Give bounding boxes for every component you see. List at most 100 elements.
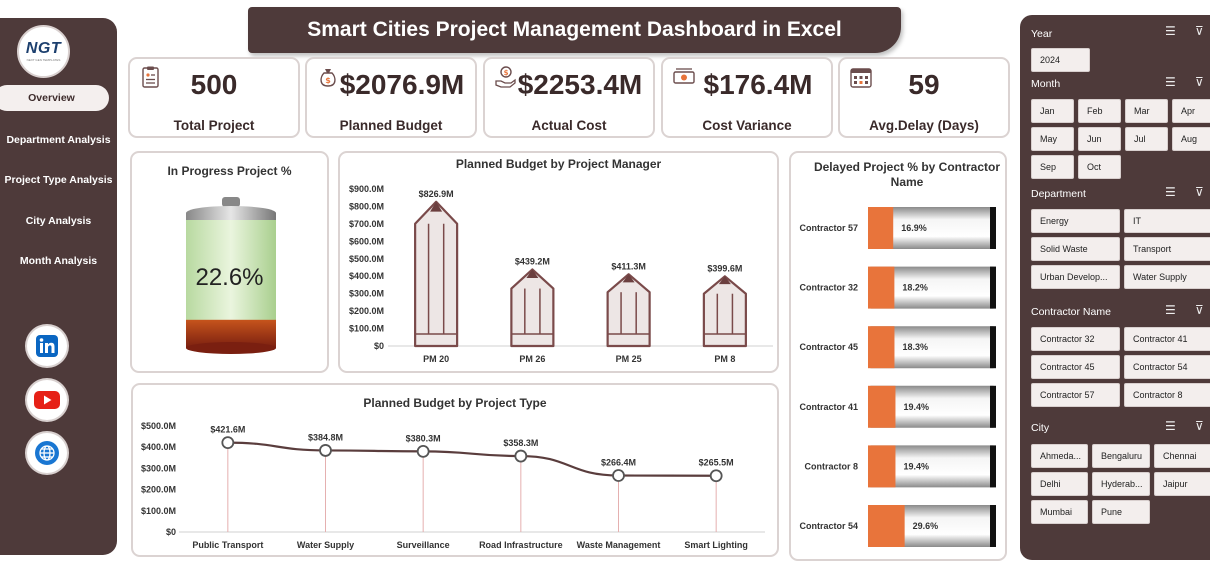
contractor-label: Contractor 54 [799,521,858,531]
multi-select-icon[interactable]: ☰ [1165,24,1176,38]
slicer-contractor-item[interactable]: Contractor 54 [1124,355,1210,379]
data-label: $380.3M [406,433,441,443]
y-tick-label: $300.0M [141,463,176,473]
bar-track [868,266,996,309]
slicer-month-item[interactable]: Apr [1172,99,1210,123]
budget-by-type-panel: Planned Budget by Project Type $0 $100.0M… [131,383,779,557]
data-label: $384.8M [308,432,343,442]
slicer-city-item[interactable]: Mumbai [1031,500,1088,524]
slicer-month-item[interactable]: Jan [1031,99,1074,123]
clipboard-icon [142,66,159,88]
calendar-icon [850,68,872,88]
data-label: 19.4% [903,402,929,412]
data-label: 18.2% [902,283,928,293]
x-tick-label: PM 26 [519,354,545,364]
nav-month-analysis[interactable]: Month Analysis [19,255,98,267]
youtube-button[interactable] [27,380,67,420]
slicer-city-item[interactable]: Ahmeda... [1031,444,1088,468]
kpi-label: Total Project [173,118,255,133]
nav-department-analysis[interactable]: Department Analysis [6,134,111,146]
multi-select-icon[interactable]: ☰ [1165,185,1176,199]
pencil-body [510,268,555,348]
slicer-department-item[interactable]: Water Supply [1124,265,1210,289]
multi-select-icon[interactable]: ☰ [1165,419,1176,433]
slicer-contractor-item[interactable]: Contractor 8 [1124,383,1210,407]
battery-cap [186,213,276,220]
slicer-month-item[interactable]: Aug [1172,127,1210,151]
x-tick-label: PM 20 [423,354,449,364]
kpi-value: $2253.4M [517,69,643,100]
data-label: $421.6M [210,425,245,435]
nav-overview[interactable]: Overview [0,85,109,111]
data-label: $358.3M [503,438,538,448]
slicer-year-item[interactable]: 2024 [1031,48,1090,72]
y-tick-label: $700.0M [349,219,384,229]
battery-bottom [186,342,276,354]
kpi-label: Planned Budget [339,118,443,133]
slicer-department-item[interactable]: Solid Waste [1031,237,1120,261]
slicer-city-item[interactable]: Jaipur [1154,472,1210,496]
multi-select-icon[interactable]: ☰ [1165,303,1176,317]
bar [414,200,459,348]
clear-filter-icon[interactable]: ⊽ [1195,185,1204,199]
slicer-department-item[interactable]: IT [1124,209,1210,233]
slicer-city-item[interactable]: Delhi [1031,472,1088,496]
slicer-month-item[interactable]: Sep [1031,155,1074,179]
slicer-city-item[interactable]: Bengaluru [1092,444,1150,468]
y-tick-label: $800.0M [349,201,384,211]
slicer-city-item[interactable]: Chennai [1154,444,1210,468]
pencil-tip [526,269,539,279]
bar-track-end [990,445,996,488]
in-progress-title: In Progress Project % [167,164,292,178]
pencil-tip [718,276,731,285]
slicer-month-item[interactable]: Oct [1078,155,1121,179]
slicer-contractor-item[interactable]: Contractor 45 [1031,355,1120,379]
kpi-total-project: 500 Total Project [128,57,300,138]
clear-filter-icon[interactable]: ⊽ [1195,75,1204,89]
slicer-contractor-item[interactable]: Contractor 57 [1031,383,1120,407]
clear-filter-icon[interactable]: ⊽ [1195,24,1204,38]
contractor-label: Contractor 32 [799,283,858,293]
slicer-month-item[interactable]: Feb [1078,99,1121,123]
y-tick-label: $400.0M [141,442,176,452]
slicer-month-item[interactable]: Jun [1078,127,1121,151]
pencil-body [702,275,747,348]
dashboard-title: Smart Cities Project Management Dashboar… [248,7,901,53]
nav-city-analysis[interactable]: City Analysis [25,215,92,227]
slicer-month-item[interactable]: Mar [1125,99,1168,123]
slicer-department-item[interactable]: Energy [1031,209,1120,233]
slicer-department-item[interactable]: Transport [1124,237,1210,261]
contractor-label: Contractor 45 [799,342,858,352]
slicer-department-item[interactable]: Urban Develop... [1031,265,1120,289]
svg-text:$: $ [325,76,331,85]
nav-project-type-analysis[interactable]: Project Type Analysis [4,174,113,186]
bar [702,275,747,348]
slicer-contractor-item[interactable]: Contractor 41 [1124,327,1210,351]
slicer-city-item[interactable]: Pune [1092,500,1150,524]
slicer-contractor-item[interactable]: Contractor 32 [1031,327,1120,351]
slicer-city-item[interactable]: Hyderab... [1092,472,1150,496]
multi-select-icon[interactable]: ☰ [1165,75,1176,89]
slicer-city-title: City [1031,422,1050,434]
bar [868,326,895,369]
bar [868,445,896,488]
slicer-panel: Year ☰ ⊽ 2024 Month ☰ ⊽ Jan Feb Mar Apr … [1020,15,1210,560]
bar [606,273,651,348]
pencil-body [414,200,459,348]
cash-icon [673,68,695,84]
slicer-year-title: Year [1031,28,1053,40]
linkedin-icon [36,335,58,357]
kpi-planned-budget: $ $2076.9M Planned Budget [305,57,477,138]
clear-filter-icon[interactable]: ⊽ [1195,303,1204,317]
kpi-value: 59 [908,69,940,100]
slicer-month-item[interactable]: Jul [1125,127,1168,151]
website-button[interactable] [27,433,67,473]
data-point [416,444,430,458]
linkedin-button[interactable] [27,326,67,366]
kpi-avg-delay: 59 Avg.Delay (Days) [838,57,1010,138]
clear-filter-icon[interactable]: ⊽ [1195,419,1204,433]
slicer-month-item[interactable]: May [1031,127,1074,151]
delayed-by-contractor-title: Delayed Project % by Contractor Name [813,160,1001,189]
kpi-value: 500 [190,69,238,100]
delayed-by-contractor-chart: Contractor 57 16.9% Contractor 32 18.2% Cont… [799,207,996,547]
